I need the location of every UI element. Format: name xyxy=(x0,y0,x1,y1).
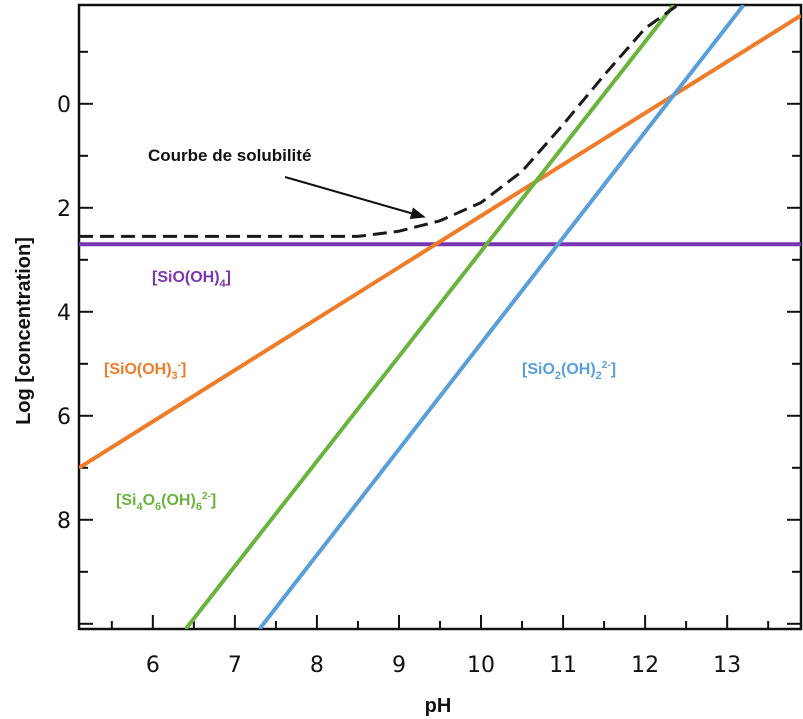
axis-tick-labels: 6 7 8 9 10 11 12 13 0 2 4 6 8 xyxy=(57,93,741,678)
series-lines xyxy=(79,5,801,629)
series-line-si4o6 xyxy=(184,5,676,629)
x-tick-label: 10 xyxy=(467,653,495,678)
x-tick-label: 11 xyxy=(549,653,577,678)
y-tick-label: 8 xyxy=(57,509,71,534)
series-label-sio-oh4: [SiO(OH)4] xyxy=(152,269,231,290)
series-label-sio2-oh2: [SiO2(OH)22-] xyxy=(522,360,616,382)
x-tick-label: 6 xyxy=(146,653,160,678)
series-line-sio2-oh2 xyxy=(257,5,746,629)
y-tick-label: 2 xyxy=(57,197,71,222)
x-tick-label: 9 xyxy=(392,653,406,678)
series-label-si4o6: [Si4O6(OH)62-] xyxy=(116,491,216,513)
y-tick-label: 0 xyxy=(57,93,71,118)
series-label-sio-oh3: [SiO(OH)3-] xyxy=(104,360,186,382)
annotation-arrow xyxy=(284,176,412,215)
solubility-curve xyxy=(79,5,679,238)
annotation-arrowhead xyxy=(409,207,426,220)
y-tick-label: 6 xyxy=(57,405,71,430)
x-tick-label: 12 xyxy=(631,653,659,678)
x-tick-label: 13 xyxy=(713,653,741,678)
series-line-sio-oh3 xyxy=(79,13,801,470)
x-tick-label: 8 xyxy=(310,653,324,678)
annotation-label: Courbe de solubilité xyxy=(148,146,311,165)
x-tick-label: 7 xyxy=(228,653,242,678)
plot-frame xyxy=(77,3,803,631)
x-axis-title: pH xyxy=(425,695,452,717)
y-tick-label: 4 xyxy=(57,301,71,326)
y-axis-title: Log [concentration] xyxy=(13,237,35,425)
axis-ticks xyxy=(79,50,801,629)
